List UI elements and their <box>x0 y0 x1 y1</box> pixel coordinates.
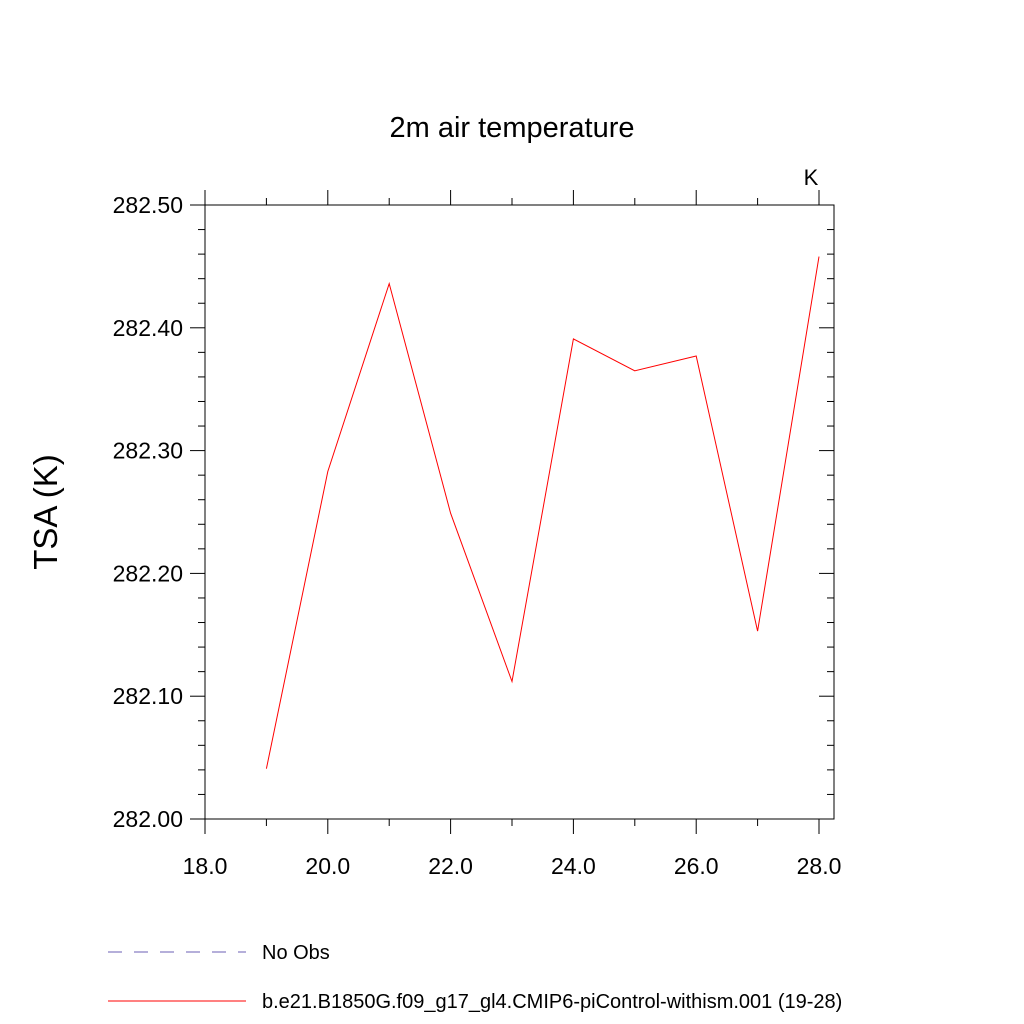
plot-series <box>265 256 820 769</box>
plot-frame <box>204 204 835 820</box>
legend-entry-label: No Obs <box>262 942 330 964</box>
y-axis-label: TSA (K) <box>27 454 64 570</box>
y-tick-label: 282.10 <box>113 683 183 709</box>
y-tick-label: 282.50 <box>113 192 183 218</box>
y-tick-label: 282.20 <box>113 560 183 586</box>
x-tick-label: 26.0 <box>674 853 719 879</box>
units-label: K <box>804 165 819 190</box>
x-tick-label: 24.0 <box>551 853 596 879</box>
x-tick-label: 20.0 <box>305 853 350 879</box>
legend: No Obs b.e21.B1850G.f09_g17_gl4.CMIP6-piC… <box>108 942 842 1013</box>
x-tick-label: 28.0 <box>797 853 842 879</box>
y-tick-label: 282.00 <box>113 806 183 832</box>
series-line <box>265 256 820 769</box>
x-tick-label: 22.0 <box>428 853 473 879</box>
y-tick-label: 282.40 <box>113 315 183 341</box>
axes: 18.0 20.0 22.0 24.0 26.0 28.0 282.00 282.10 282.… <box>113 190 842 879</box>
legend-entry-label: b.e21.B1850G.f09_g17_gl4.CMIP6-piControl… <box>262 991 842 1013</box>
chart-title: 2m air temperature <box>390 112 635 144</box>
x-tick-label: 18.0 <box>183 853 228 879</box>
y-tick-label: 282.30 <box>113 438 183 464</box>
